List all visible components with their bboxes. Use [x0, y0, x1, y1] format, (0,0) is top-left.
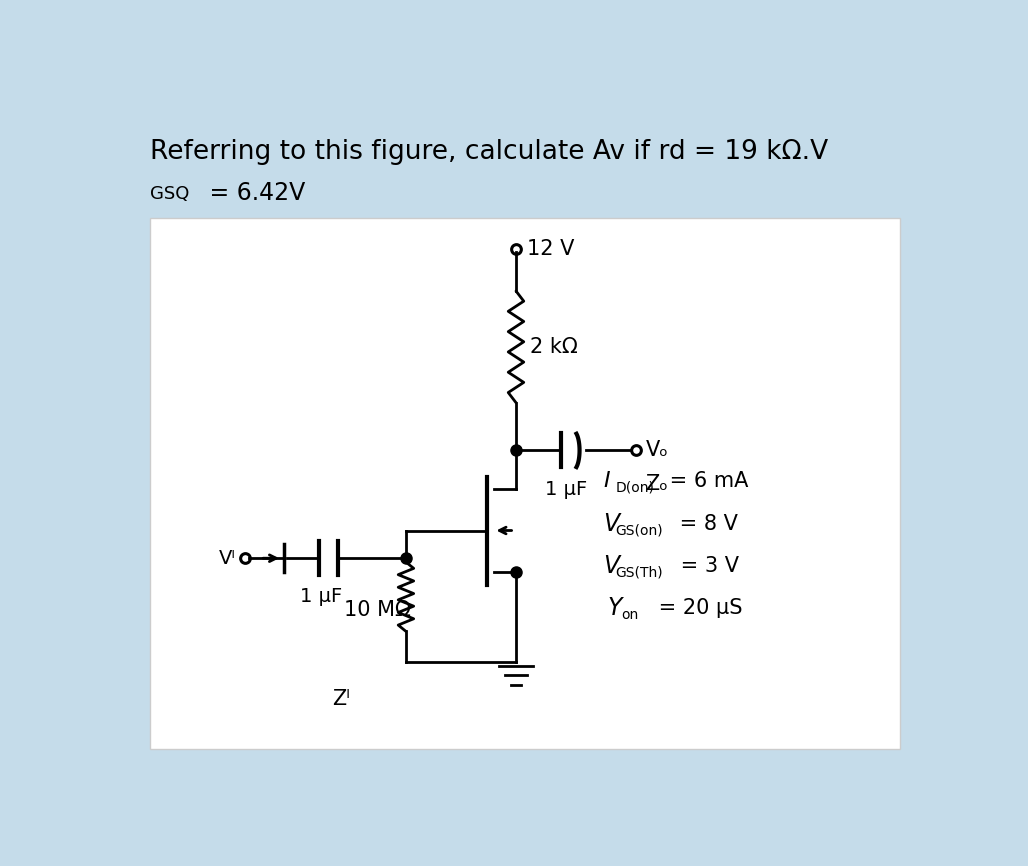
Text: $\mathit{V}$: $\mathit{V}$: [602, 554, 622, 578]
Text: Referring to this figure, calculate Av if rd = 19 kΩ.V: Referring to this figure, calculate Av i…: [150, 139, 829, 165]
Text: = 3 V: = 3 V: [674, 556, 739, 576]
Text: D(on): D(on): [615, 481, 654, 494]
Text: GSQ: GSQ: [150, 184, 189, 203]
Text: = 8 V: = 8 V: [672, 514, 737, 533]
Text: $\mathit{V}$: $\mathit{V}$: [602, 512, 622, 535]
Text: 1 μF: 1 μF: [299, 587, 342, 606]
Text: 10 MΩ: 10 MΩ: [344, 600, 411, 620]
Text: Zᴵ: Zᴵ: [332, 689, 351, 709]
Text: Vᴵ: Vᴵ: [218, 549, 235, 568]
Text: Zₒ: Zₒ: [646, 474, 668, 494]
Text: = 6 mA: = 6 mA: [663, 471, 748, 491]
Text: = 6.42V: = 6.42V: [203, 181, 305, 205]
Text: $\mathit{I}$: $\mathit{I}$: [602, 471, 611, 491]
Text: = 20 μS: = 20 μS: [652, 598, 742, 618]
Text: 2 kΩ: 2 kΩ: [530, 337, 578, 358]
Text: 12 V: 12 V: [527, 239, 575, 259]
Text: Vₒ: Vₒ: [646, 441, 668, 461]
Bar: [150, 218, 901, 749]
Text: 1 μF: 1 μF: [545, 480, 587, 499]
Text: GS(Th): GS(Th): [615, 565, 663, 580]
Text: GS(on): GS(on): [615, 524, 663, 538]
Text: $\mathit{Y}$: $\mathit{Y}$: [607, 597, 625, 620]
Text: on: on: [621, 608, 638, 622]
